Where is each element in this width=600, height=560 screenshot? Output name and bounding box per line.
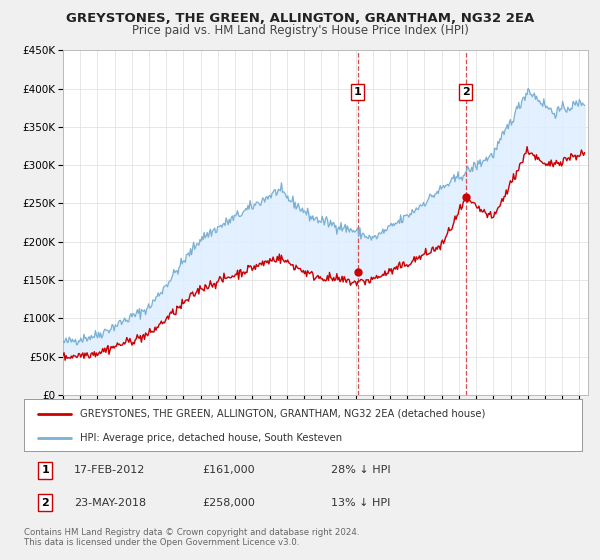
Text: 2: 2 [41, 498, 49, 507]
Text: 28% ↓ HPI: 28% ↓ HPI [331, 465, 391, 475]
Text: Contains HM Land Registry data © Crown copyright and database right 2024.
This d: Contains HM Land Registry data © Crown c… [24, 528, 359, 547]
Text: 2: 2 [462, 87, 469, 97]
Text: GREYSTONES, THE GREEN, ALLINGTON, GRANTHAM, NG32 2EA: GREYSTONES, THE GREEN, ALLINGTON, GRANTH… [66, 12, 534, 25]
Text: HPI: Average price, detached house, South Kesteven: HPI: Average price, detached house, Sout… [80, 433, 342, 443]
Text: £258,000: £258,000 [203, 498, 256, 507]
Text: 1: 1 [41, 465, 49, 475]
Text: 17-FEB-2012: 17-FEB-2012 [74, 465, 146, 475]
Text: 13% ↓ HPI: 13% ↓ HPI [331, 498, 390, 507]
Text: GREYSTONES, THE GREEN, ALLINGTON, GRANTHAM, NG32 2EA (detached house): GREYSTONES, THE GREEN, ALLINGTON, GRANTH… [80, 409, 485, 419]
Text: 1: 1 [354, 87, 362, 97]
Text: £161,000: £161,000 [203, 465, 255, 475]
Text: 23-MAY-2018: 23-MAY-2018 [74, 498, 146, 507]
Text: Price paid vs. HM Land Registry's House Price Index (HPI): Price paid vs. HM Land Registry's House … [131, 24, 469, 37]
